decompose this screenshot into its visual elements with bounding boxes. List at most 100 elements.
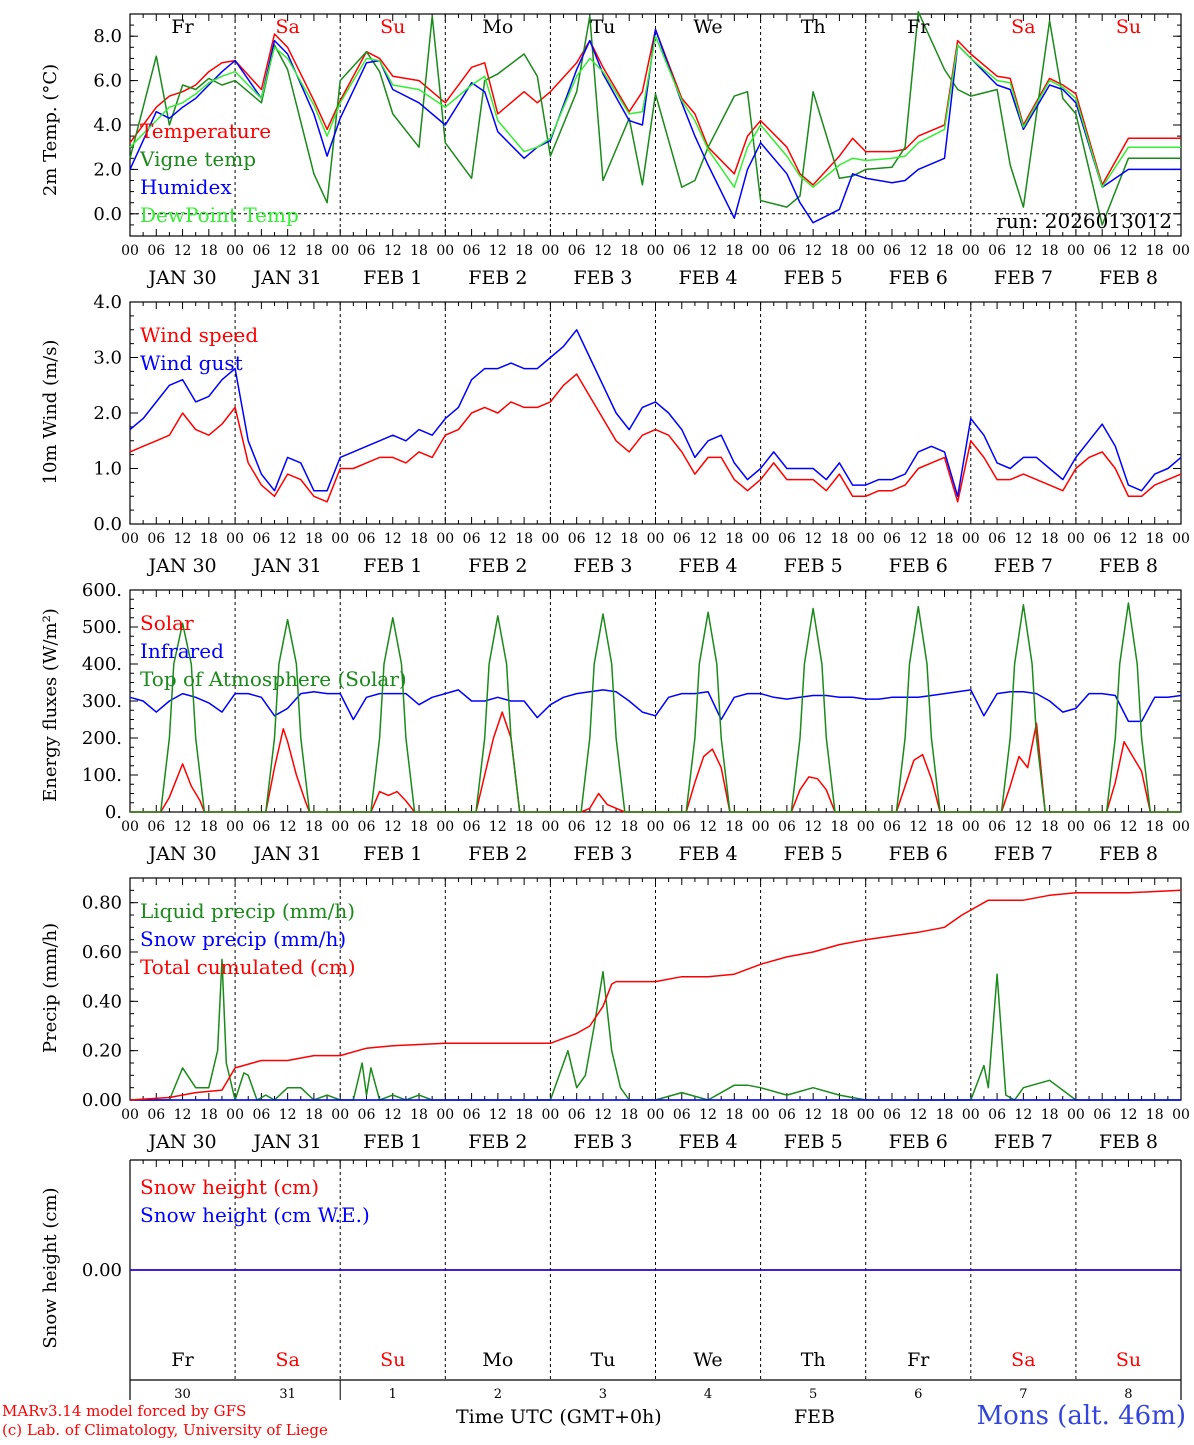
hour-tick-label: 12 [909, 531, 927, 547]
hour-tick-label: 00 [436, 243, 454, 259]
hour-tick-label: 12 [804, 531, 822, 547]
y-tick-label: 0.40 [82, 991, 122, 1012]
hour-tick-label: 12 [909, 243, 927, 259]
weekday-label: Su [1116, 16, 1141, 38]
series-vigne-temp [129, 11, 1181, 226]
legend-wind-speed: Wind speed [140, 323, 258, 347]
y-tick-label: 0.00 [82, 1260, 122, 1281]
hour-tick-label: 12 [1120, 1107, 1138, 1123]
day-number-label: 30 [174, 1387, 191, 1402]
hour-tick-label: 18 [936, 819, 954, 835]
series-top-of-atmosphere-solar- [130, 602, 1181, 813]
panel-3 [129, 589, 1182, 813]
day-number-label: 6 [914, 1387, 922, 1402]
day-number-label: 8 [1124, 1387, 1132, 1402]
hour-tick-label: 00 [962, 531, 980, 547]
panel-4 [129, 877, 1182, 1101]
weekday-label: Su [380, 16, 405, 38]
hour-tick-label: 18 [831, 819, 849, 835]
series-temperature [129, 28, 1181, 186]
hour-tick-label: 12 [909, 819, 927, 835]
day-number-label: 2 [494, 1387, 502, 1402]
hour-tick-label: 00 [752, 531, 770, 547]
y-tick-label: 8.0 [93, 26, 122, 47]
hour-tick-label: 06 [883, 819, 901, 835]
hour-tick-label: 12 [804, 243, 822, 259]
hour-tick-label: 12 [594, 243, 612, 259]
date-label: FEB 6 [889, 843, 948, 865]
day-number-label: 1 [389, 1387, 397, 1402]
hour-tick-label: 00 [647, 819, 665, 835]
hour-tick-label: 06 [778, 531, 796, 547]
hour-tick-label: 18 [1146, 243, 1164, 259]
y-tick-label: 200. [82, 728, 122, 749]
date-label: FEB 5 [784, 1131, 843, 1153]
hour-tick-label: 12 [1120, 531, 1138, 547]
legend-humidex: Humidex [140, 175, 232, 199]
date-label: FEB 2 [468, 555, 527, 577]
hour-tick-label: 12 [489, 243, 507, 259]
date-label: FEB 2 [468, 843, 527, 865]
date-label: FEB 6 [889, 267, 948, 289]
date-label: FEB 6 [889, 555, 948, 577]
hour-tick-label: 06 [463, 1107, 481, 1123]
hour-tick-label: 18 [305, 531, 323, 547]
series-dewpoint-temp [129, 35, 1181, 188]
hour-tick-label: 00 [857, 531, 875, 547]
hour-tick-label: 12 [174, 531, 192, 547]
hour-tick-label: 18 [410, 819, 428, 835]
legend-vigne-temp: Vigne temp [139, 147, 256, 171]
hour-tick-label: 18 [620, 819, 638, 835]
hour-tick-label: 12 [279, 531, 297, 547]
hour-tick-label: 06 [883, 243, 901, 259]
hour-tick-label: 06 [358, 531, 376, 547]
hour-tick-label: 12 [1014, 1107, 1032, 1123]
hour-tick-label: 12 [1120, 819, 1138, 835]
hour-tick-label: 00 [857, 243, 875, 259]
hour-tick-label: 06 [1093, 1107, 1111, 1123]
hour-tick-label: 12 [489, 1107, 507, 1123]
hour-tick-label: 12 [594, 1107, 612, 1123]
hour-tick-label: 06 [778, 819, 796, 835]
y-tick-label: 500. [82, 617, 122, 638]
date-label: JAN 30 [146, 267, 216, 289]
hour-tick-label: 00 [1067, 819, 1085, 835]
hour-tick-label: 06 [252, 1107, 270, 1123]
hour-tick-label: 06 [568, 1107, 586, 1123]
y-tick-label: 0.80 [82, 893, 122, 914]
hour-tick-label: 12 [174, 1107, 192, 1123]
hour-tick-label: 06 [673, 1107, 691, 1123]
y-axis-title: Snow height (cm) [40, 1187, 61, 1348]
hour-tick-label: 12 [384, 1107, 402, 1123]
weekday-label: Sa [1011, 16, 1035, 38]
series-infrared [129, 689, 1182, 723]
date-label: FEB 1 [363, 267, 422, 289]
hour-tick-label: 18 [410, 243, 428, 259]
hour-tick-label: 06 [252, 243, 270, 259]
hour-tick-label: 06 [358, 243, 376, 259]
hour-tick-label: 00 [1172, 243, 1190, 259]
hour-tick-label: 12 [594, 819, 612, 835]
date-label: FEB 8 [1099, 1131, 1158, 1153]
hour-tick-label: 00 [752, 243, 770, 259]
hour-tick-label: 06 [147, 531, 165, 547]
hour-tick-label: 00 [121, 1107, 139, 1123]
model-credit: MARv3.14 model forced by GFS [2, 1402, 247, 1420]
hour-tick-label: 06 [252, 531, 270, 547]
y-tick-label: 0.20 [82, 1041, 122, 1062]
series-total-cumulated-cm- [129, 889, 1182, 1101]
hour-tick-label: 12 [279, 243, 297, 259]
hour-tick-label: 00 [121, 531, 139, 547]
date-label: FEB 4 [678, 843, 737, 865]
hour-tick-label: 12 [1014, 531, 1032, 547]
hour-tick-label: 18 [200, 243, 218, 259]
hour-tick-label: 18 [1041, 531, 1059, 547]
panel-2 [129, 301, 1182, 525]
y-tick-label: 0. [105, 802, 122, 823]
date-label: FEB 8 [1099, 555, 1158, 577]
location-label: Mons (alt. 46m) [976, 1401, 1186, 1431]
hour-tick-label: 00 [1172, 531, 1190, 547]
hour-tick-label: 06 [568, 819, 586, 835]
date-label: JAN 30 [146, 843, 216, 865]
hour-tick-label: 12 [489, 531, 507, 547]
